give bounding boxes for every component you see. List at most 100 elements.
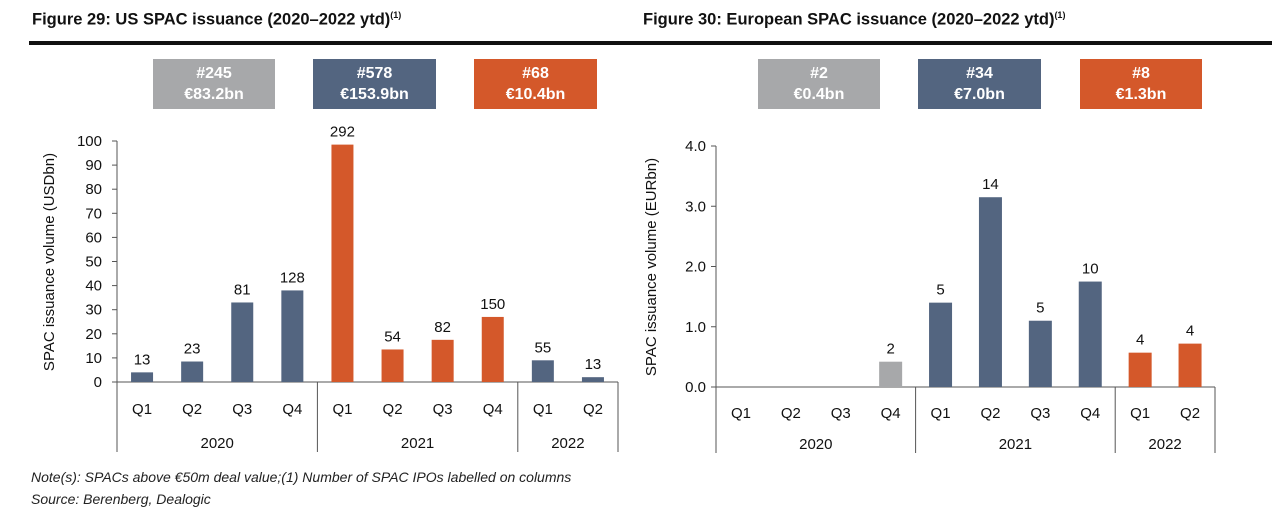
us-summary-2021: #578 €153.9bn: [313, 59, 436, 109]
us-y-tick-label: 20: [85, 326, 102, 343]
eu-data-label: 5: [1036, 300, 1044, 317]
us-figure-title: Figure 29: US SPAC issuance (2020–2022 y…: [32, 10, 402, 29]
eu-bar: [879, 361, 903, 387]
us-bar: [231, 302, 254, 382]
us-category-label: Q4: [282, 401, 302, 418]
us-y-tick-label: 70: [85, 205, 102, 222]
us-data-label: 13: [585, 356, 602, 373]
us-y-tick-label: 60: [85, 229, 102, 246]
us-y-tick-label: 50: [85, 254, 102, 271]
chart-source: Source: Berenberg, Dealogic: [31, 491, 211, 507]
us-data-label: 292: [330, 124, 355, 141]
eu-data-label: 4: [1136, 332, 1144, 349]
us-y-tick-label: 10: [85, 350, 102, 367]
us-group-label: 2020: [201, 435, 234, 452]
us-category-label: Q1: [533, 401, 553, 418]
eu-summary-2022-count: #8: [1132, 65, 1150, 82]
us-data-label: 54: [384, 328, 401, 345]
us-data-label: 55: [535, 339, 552, 356]
eu-data-label: 5: [936, 282, 944, 299]
eu-bar: [978, 197, 1002, 387]
us-bar: [381, 349, 404, 382]
eu-y-tick-label: 4.0: [685, 138, 706, 155]
us-bar: [531, 360, 554, 382]
eu-bar: [929, 302, 953, 387]
us-category-label: Q1: [132, 401, 152, 418]
us-y-tick-label: 0: [94, 374, 102, 391]
us-summary-2022-value: €10.4bn: [505, 86, 566, 103]
us-category-label: Q4: [483, 401, 503, 418]
us-data-label: 150: [480, 296, 505, 313]
eu-bar: [1028, 320, 1052, 387]
eu-summary-2020-value: €0.4bn: [793, 86, 845, 103]
eu-summary-2021: #34 €7.0bn: [918, 59, 1041, 109]
us-y-tick-label: 30: [85, 302, 102, 319]
us-category-label: Q1: [332, 401, 352, 418]
eu-data-label: 14: [982, 176, 999, 193]
us-category-label: Q2: [182, 401, 202, 418]
us-summary-2020-count: #245: [196, 65, 232, 82]
eu-data-label: 2: [886, 341, 894, 358]
us-category-label: Q2: [583, 401, 603, 418]
eu-data-label: 10: [1082, 261, 1099, 278]
us-data-label: 128: [280, 269, 305, 286]
eu-summary-2020-count: #2: [810, 65, 828, 82]
us-summary-2020-value: €83.2bn: [184, 86, 244, 103]
us-y-tick-label: 40: [85, 278, 102, 295]
us-summary-2022: #68 €10.4bn: [474, 59, 597, 109]
eu-y-tick-label: 3.0: [685, 198, 706, 215]
eu-group-label: 2020: [799, 436, 832, 453]
eu-summary-2022: #8 €1.3bn: [1080, 59, 1202, 109]
eu-category-label: Q4: [881, 405, 901, 422]
eu-summary-2020: #2 €0.4bn: [758, 59, 880, 109]
us-y-tick-label: 100: [77, 133, 102, 150]
eu-category-label: Q3: [831, 405, 851, 422]
eu-category-label: Q3: [1030, 405, 1050, 422]
eu-data-label: 4: [1186, 323, 1194, 340]
eu-bar: [1128, 352, 1152, 387]
eu-y-tick-label: 2.0: [685, 259, 706, 276]
us-bar: [331, 144, 354, 382]
eu-group-label: 2022: [1148, 436, 1181, 453]
header-rule: [29, 41, 1272, 45]
us-bar: [581, 377, 604, 382]
eu-group-label: 2021: [999, 436, 1032, 453]
us-group-label: 2022: [551, 435, 584, 452]
us-category-label: Q3: [433, 401, 453, 418]
us-bar: [431, 339, 454, 382]
eu-category-label: Q2: [781, 405, 801, 422]
us-y-tick-label: 90: [85, 157, 102, 174]
chart-note: Note(s): SPACs above €50m deal value;(1)…: [31, 469, 572, 485]
us-summary-2020: #245 €83.2bn: [153, 59, 275, 109]
us-data-label: 82: [434, 319, 451, 336]
us-category-label: Q3: [232, 401, 252, 418]
eu-category-label: Q1: [731, 405, 751, 422]
eu-figure-title: Figure 30: European SPAC issuance (2020–…: [643, 10, 1066, 29]
us-data-label: 13: [134, 351, 151, 368]
eu-category-label: Q2: [980, 405, 1000, 422]
us-data-label: 81: [234, 281, 251, 298]
eu-summary-2021-count: #34: [966, 65, 993, 82]
us-data-label: 23: [184, 341, 201, 358]
eu-bar: [1178, 343, 1202, 387]
eu-bar: [1078, 281, 1102, 387]
us-summary-2022-count: #68: [522, 65, 549, 82]
us-summary-2021-count: #578: [356, 65, 393, 82]
eu-summary-2022-value: €1.3bn: [1115, 86, 1167, 103]
us-bar: [131, 372, 154, 382]
us-summary-2021-value: €153.9bn: [340, 86, 409, 103]
eu-summary-2021-value: €7.0bn: [954, 86, 1005, 103]
us-bar: [281, 290, 304, 382]
eu-category-label: Q4: [1080, 405, 1100, 422]
eu-y-tick-label: 0.0: [685, 379, 706, 396]
us-category-label: Q2: [383, 401, 403, 418]
eu-category-label: Q2: [1180, 405, 1200, 422]
eu-category-label: Q1: [1130, 405, 1150, 422]
us-bar: [481, 316, 504, 382]
eu-y-tick-label: 1.0: [685, 319, 706, 336]
eu-category-label: Q1: [931, 405, 951, 422]
us-group-label: 2021: [401, 435, 434, 452]
us-bar: [181, 361, 204, 382]
